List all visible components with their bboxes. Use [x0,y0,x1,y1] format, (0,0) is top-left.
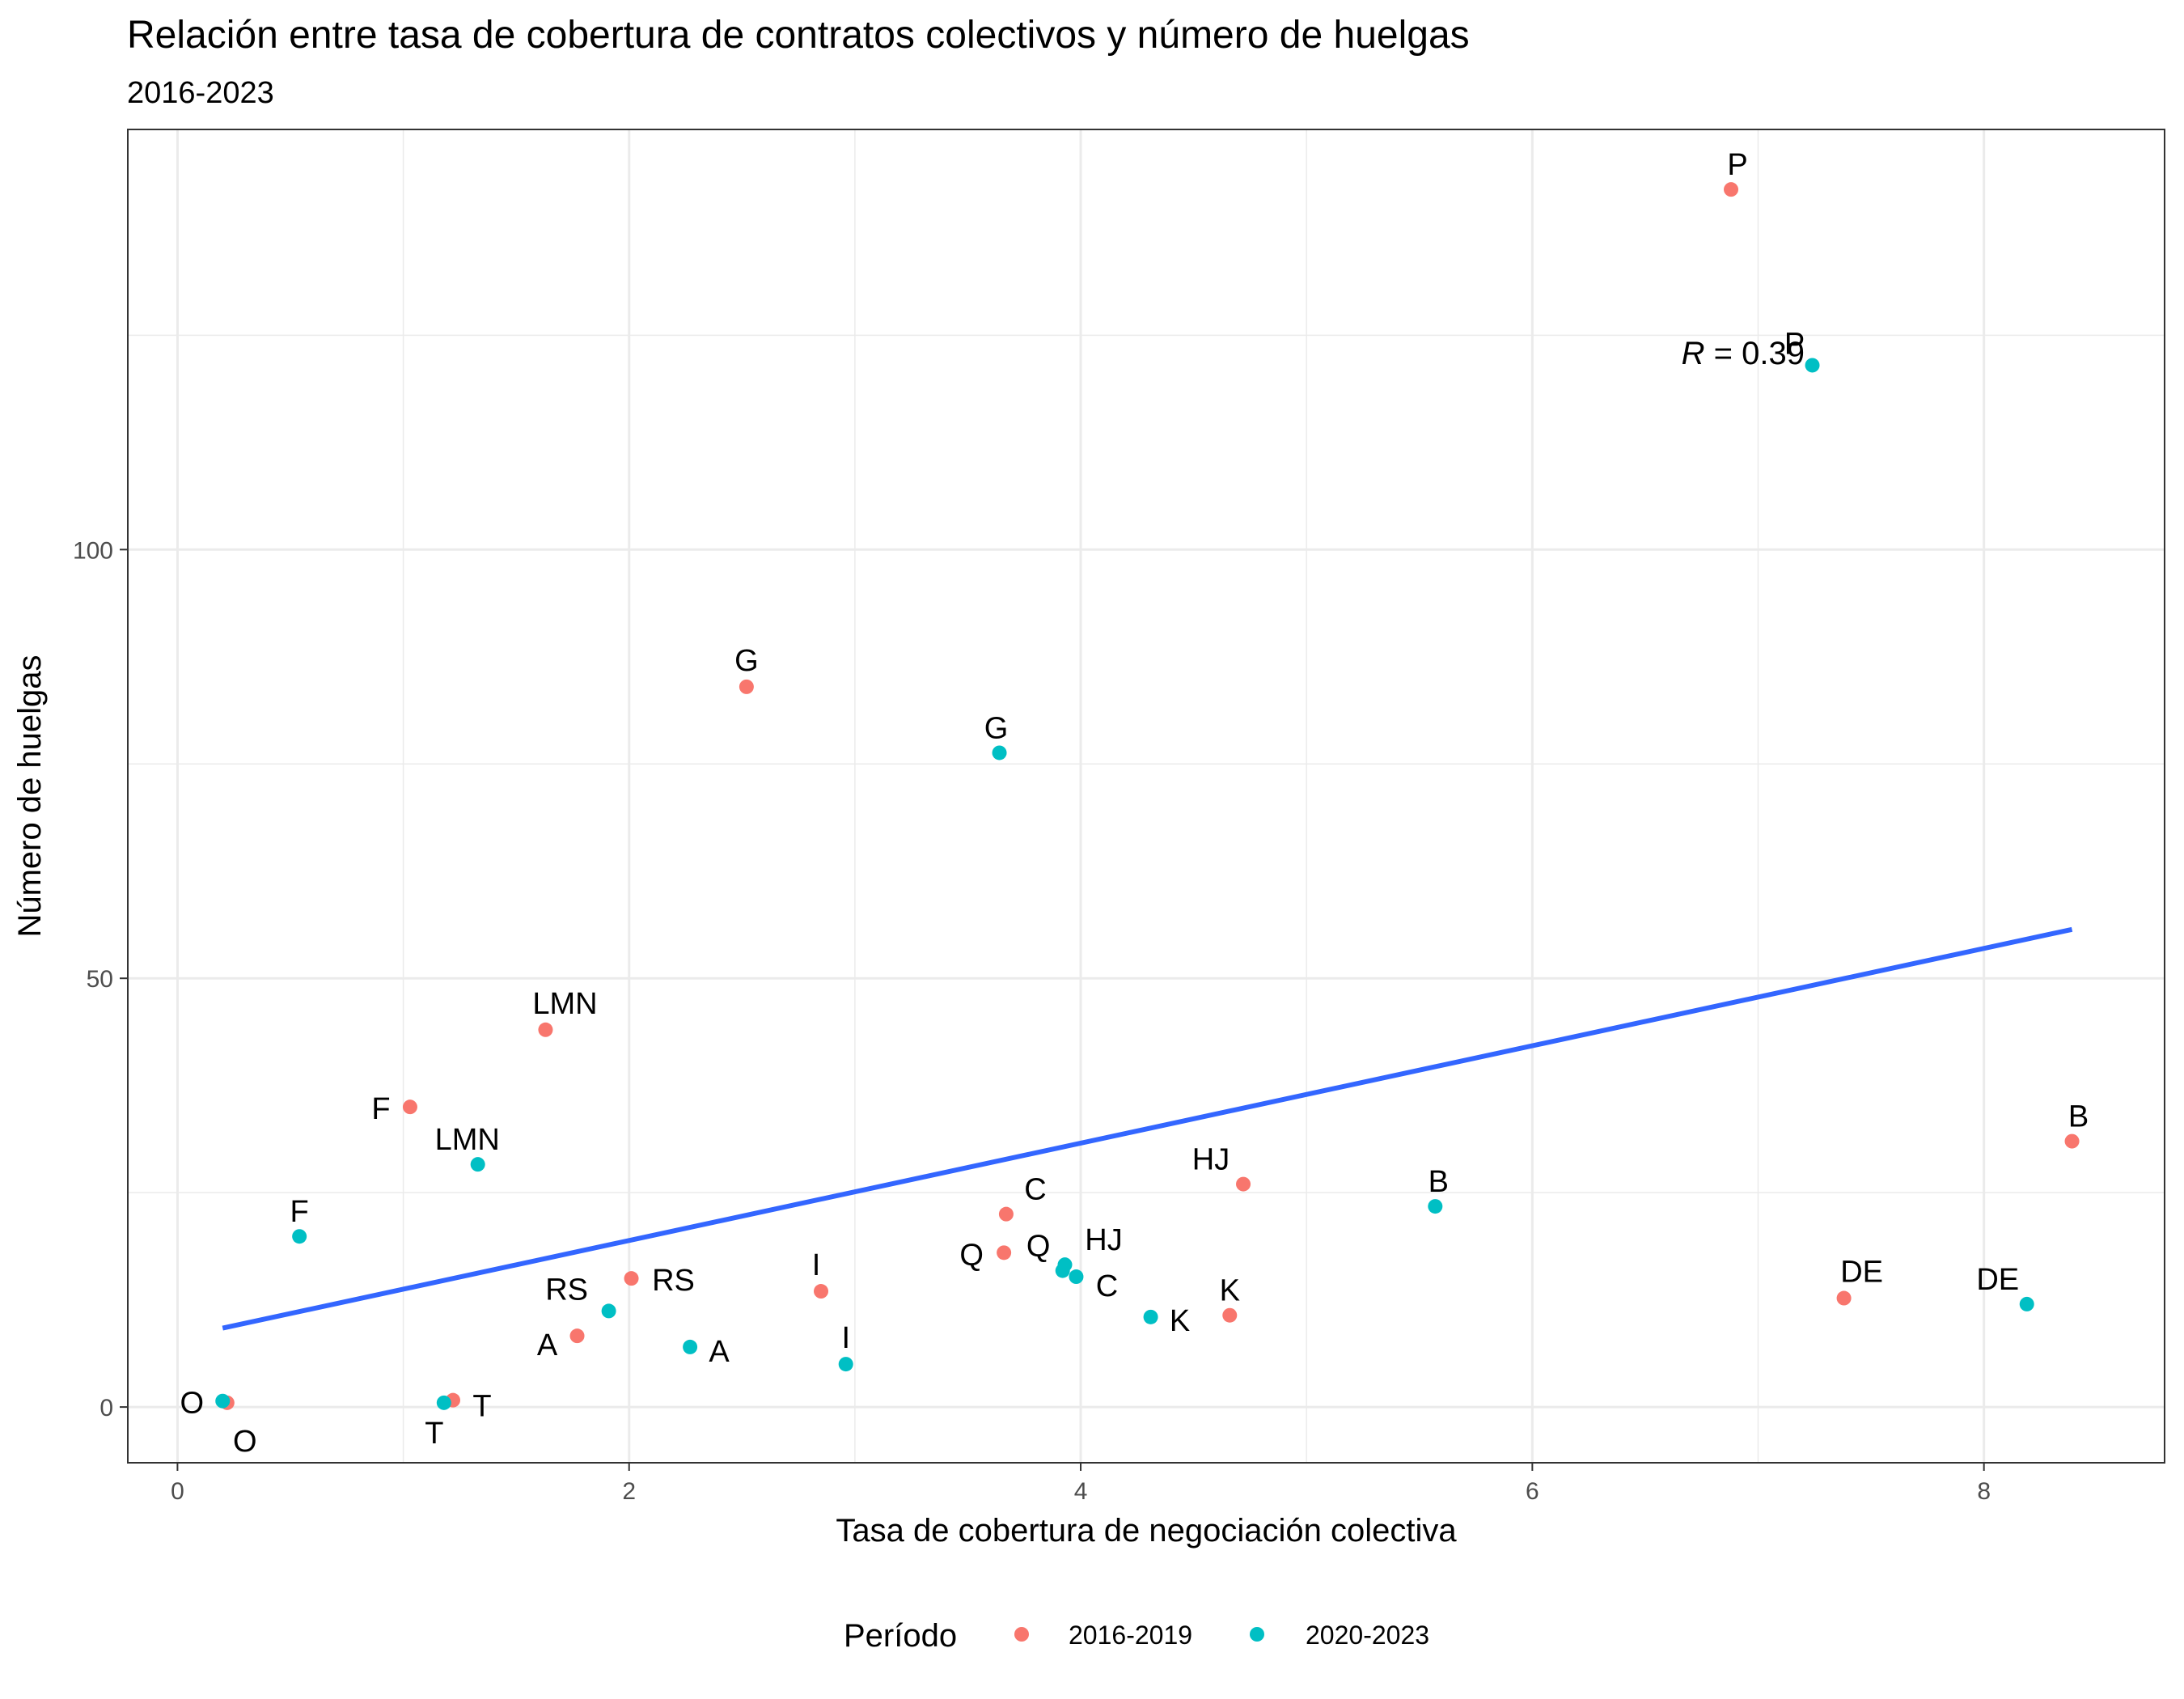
point-label: C [1096,1269,1118,1303]
x-tick-label: 0 [171,1478,184,1505]
point-label: O [233,1425,257,1459]
points-layer [215,182,2080,1410]
point-label: RS [652,1264,695,1298]
point-label: T [472,1390,491,1424]
correlation-annotation: R = 0.39 [1682,336,1805,371]
data-point-rs-2020-2023 [601,1303,616,1319]
point-label: B [2068,1100,2089,1134]
data-point-rs-2016-2019 [624,1271,639,1286]
y-tick-label: 100 [73,537,113,564]
legend-label-2016-2019: 2016-2019 [1069,1621,1192,1650]
x-axis-title: Tasa de cobertura de negociación colecti… [836,1513,1457,1549]
data-point-i-2016-2019 [814,1284,829,1299]
point-label: Q [959,1238,984,1272]
legend: Período 2016-2019 2020-2023 [844,1618,1429,1654]
point-label: G [984,711,1009,745]
point-label: B [1428,1165,1449,1199]
x-tick-label: 8 [1977,1478,1991,1505]
point-label: A [709,1335,730,1369]
data-point-g-2016-2019 [739,679,754,694]
point-label: P [1727,148,1747,182]
data-point-p-2020-2023 [1805,358,1820,373]
data-point-o-2020-2023 [215,1393,231,1409]
trend-line [222,926,2073,1331]
point-label: Q [1026,1230,1051,1264]
point-label: HJ [1085,1223,1122,1257]
axes: 0 2 4 6 8 0 50 100 [73,537,1991,1505]
data-point-de-2016-2019 [1836,1290,1852,1306]
point-label: F [371,1092,390,1126]
point-label: DE [1840,1256,1883,1290]
y-axis-title: Número de huelgas [12,655,48,937]
legend-key-2016-2019 [1014,1627,1029,1642]
data-point-b-2020-2023 [1428,1199,1443,1214]
data-point-q-2020-2023 [1055,1263,1070,1278]
data-point-t-2020-2023 [436,1395,451,1410]
point-label: K [1170,1304,1190,1338]
data-point-a-2016-2019 [569,1328,585,1344]
point-label: G [734,644,759,678]
point-label: I [841,1321,850,1355]
data-point-f-2016-2019 [402,1099,417,1115]
data-point-lmn-2016-2019 [538,1022,553,1037]
data-point-a-2020-2023 [683,1339,698,1354]
point-label: C [1024,1173,1046,1207]
point-label: K [1220,1274,1240,1308]
trend-line-layer [222,926,2073,1331]
data-point-f-2020-2023 [292,1229,307,1244]
point-label: P [1784,327,1805,361]
point-label: HJ [1192,1143,1230,1177]
correlation-annotation-value: = 0.39 [1705,336,1805,371]
correlation-annotation-symbol: R [1682,336,1705,371]
point-label: RS [545,1273,588,1307]
data-point-g-2020-2023 [992,745,1007,761]
point-label: T [425,1417,443,1451]
grid [128,129,2165,1463]
data-point-hj-2016-2019 [1236,1176,1251,1192]
point-label: F [290,1195,309,1229]
chart-title: Relación entre tasa de cobertura de cont… [127,14,1470,57]
legend-title: Período [844,1618,957,1654]
data-point-k-2016-2019 [1222,1307,1238,1323]
data-point-i-2020-2023 [838,1357,853,1372]
legend-key-2020-2023 [1250,1627,1264,1642]
point-label: LMN [435,1123,500,1157]
plot-panel-border [127,129,2165,1464]
point-label: A [537,1328,558,1362]
data-point-de-2020-2023 [2019,1296,2034,1311]
data-point-c-2020-2023 [1069,1269,1084,1285]
point-label: I [812,1248,821,1282]
x-tick-label: 4 [1074,1478,1088,1505]
y-tick-label: 0 [99,1395,113,1421]
point-label: O [180,1387,204,1421]
chart-subtitle: 2016-2023 [127,76,274,110]
data-point-p-2016-2019 [1724,182,1739,197]
data-point-k-2020-2023 [1143,1309,1158,1324]
data-point-b-2016-2019 [2064,1133,2080,1149]
point-label: DE [1976,1263,2019,1297]
y-tick-label: 50 [87,966,113,993]
data-point-q-2016-2019 [997,1245,1012,1260]
legend-label-2020-2023: 2020-2023 [1306,1621,1429,1650]
point-label: LMN [532,987,597,1021]
x-tick-label: 6 [1526,1478,1539,1505]
x-tick-label: 2 [622,1478,636,1505]
data-point-lmn-2020-2023 [470,1157,485,1172]
data-point-c-2016-2019 [998,1206,1014,1222]
